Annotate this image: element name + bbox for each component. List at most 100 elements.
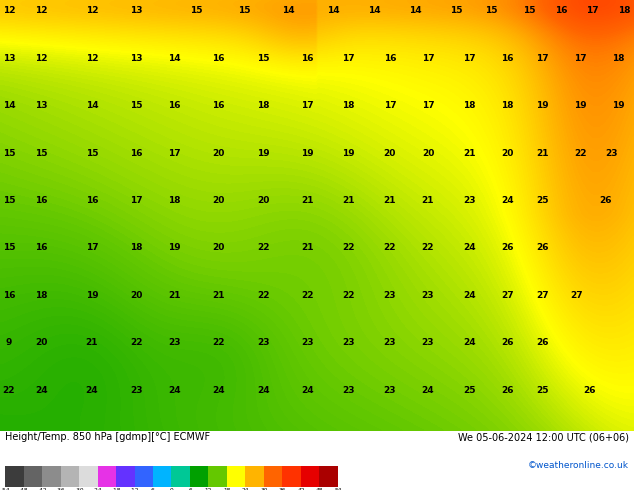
- Text: 13: 13: [130, 6, 143, 15]
- Text: 19: 19: [536, 101, 548, 110]
- Text: 15: 15: [35, 148, 48, 158]
- Text: 24: 24: [168, 386, 181, 395]
- Text: 6: 6: [188, 488, 192, 490]
- Text: 22: 22: [342, 244, 355, 252]
- Text: 22: 22: [422, 244, 434, 252]
- Text: 24: 24: [242, 488, 249, 490]
- Text: -18: -18: [112, 488, 120, 490]
- Text: 20: 20: [501, 148, 514, 158]
- Text: Height/Temp. 850 hPa [gdmp][°C] ECMWF: Height/Temp. 850 hPa [gdmp][°C] ECMWF: [5, 432, 210, 442]
- Text: 23: 23: [384, 338, 396, 347]
- Text: 27: 27: [571, 291, 583, 300]
- Text: 26: 26: [501, 244, 514, 252]
- Text: 19: 19: [612, 101, 624, 110]
- Bar: [227, 466, 245, 487]
- Text: 14: 14: [3, 101, 15, 110]
- Text: 16: 16: [212, 54, 225, 63]
- Text: 30: 30: [260, 488, 268, 490]
- Text: 23: 23: [130, 386, 143, 395]
- Text: ©weatheronline.co.uk: ©weatheronline.co.uk: [528, 461, 629, 469]
- Bar: [79, 466, 98, 487]
- Text: 17: 17: [574, 54, 586, 63]
- Text: 24: 24: [301, 386, 314, 395]
- Text: 26: 26: [536, 338, 548, 347]
- Text: 18: 18: [168, 196, 181, 205]
- Text: 17: 17: [536, 54, 548, 63]
- Text: 17: 17: [422, 101, 434, 110]
- Text: 24: 24: [463, 338, 476, 347]
- Text: 16: 16: [301, 54, 314, 63]
- Text: 15: 15: [257, 54, 269, 63]
- Bar: [209, 466, 227, 487]
- Text: 15: 15: [238, 6, 250, 15]
- Text: 24: 24: [212, 386, 225, 395]
- Text: -42: -42: [37, 488, 47, 490]
- Text: 21: 21: [536, 148, 548, 158]
- Text: 20: 20: [384, 148, 396, 158]
- Text: 14: 14: [282, 6, 295, 15]
- Text: 14: 14: [86, 101, 98, 110]
- Text: 20: 20: [212, 148, 225, 158]
- Text: 23: 23: [342, 338, 355, 347]
- Text: 24: 24: [257, 386, 269, 395]
- Text: 15: 15: [450, 6, 463, 15]
- Text: 15: 15: [485, 6, 498, 15]
- Text: 42: 42: [297, 488, 305, 490]
- Text: 19: 19: [86, 291, 98, 300]
- Text: 20: 20: [212, 196, 225, 205]
- Bar: [245, 466, 264, 487]
- Text: 54: 54: [334, 488, 342, 490]
- Text: 26: 26: [536, 244, 548, 252]
- Text: 9: 9: [6, 338, 12, 347]
- Text: 12: 12: [35, 6, 48, 15]
- Text: 20: 20: [130, 291, 143, 300]
- Text: 13: 13: [130, 54, 143, 63]
- Text: 27: 27: [501, 291, 514, 300]
- Text: 25: 25: [536, 386, 548, 395]
- Text: 13: 13: [35, 101, 48, 110]
- Text: 18: 18: [618, 6, 631, 15]
- Text: 21: 21: [168, 291, 181, 300]
- Text: 23: 23: [168, 338, 181, 347]
- Text: 23: 23: [257, 338, 269, 347]
- Text: 17: 17: [463, 54, 476, 63]
- Text: 26: 26: [501, 338, 514, 347]
- Text: 48: 48: [316, 488, 323, 490]
- Text: 36: 36: [279, 488, 286, 490]
- Text: 22: 22: [130, 338, 143, 347]
- Text: 16: 16: [3, 291, 15, 300]
- Text: 22: 22: [3, 386, 15, 395]
- Text: 23: 23: [422, 338, 434, 347]
- Text: 15: 15: [130, 101, 143, 110]
- Text: 22: 22: [342, 291, 355, 300]
- Text: 12: 12: [86, 6, 98, 15]
- Text: 17: 17: [130, 196, 143, 205]
- Text: 20: 20: [422, 148, 434, 158]
- Text: 25: 25: [536, 196, 548, 205]
- Text: 24: 24: [463, 291, 476, 300]
- Text: 21: 21: [384, 196, 396, 205]
- Bar: [320, 466, 338, 487]
- Text: 16: 16: [35, 244, 48, 252]
- Text: -6: -6: [150, 488, 156, 490]
- Text: 21: 21: [463, 148, 476, 158]
- Bar: [153, 466, 171, 487]
- Bar: [134, 466, 153, 487]
- Text: 23: 23: [422, 291, 434, 300]
- Text: 16: 16: [212, 101, 225, 110]
- Text: 18: 18: [130, 244, 143, 252]
- Text: 19: 19: [574, 101, 586, 110]
- Text: 23: 23: [384, 386, 396, 395]
- Text: 22: 22: [212, 338, 225, 347]
- Text: 23: 23: [301, 338, 314, 347]
- Text: -54: -54: [0, 488, 10, 490]
- Text: 17: 17: [422, 54, 434, 63]
- Text: We 05-06-2024 12:00 UTC (06+06): We 05-06-2024 12:00 UTC (06+06): [458, 432, 629, 442]
- Text: 16: 16: [168, 101, 181, 110]
- Text: 16: 16: [35, 196, 48, 205]
- Text: -48: -48: [19, 488, 29, 490]
- Text: 23: 23: [384, 291, 396, 300]
- Text: 21: 21: [422, 196, 434, 205]
- Text: 21: 21: [301, 196, 314, 205]
- Text: 22: 22: [257, 244, 269, 252]
